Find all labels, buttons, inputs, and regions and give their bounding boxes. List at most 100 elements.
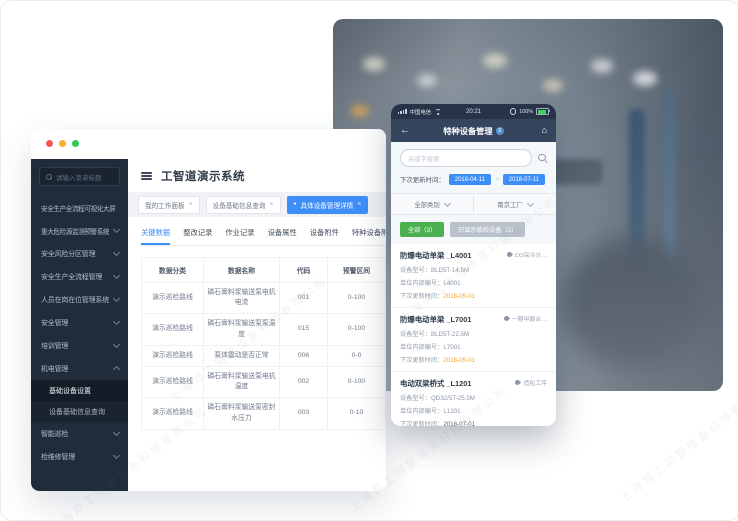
close-window-button[interactable] — [46, 140, 53, 147]
equipment-list: 防爆电动单梁 _L4001 CO深冷分… 设备型号：BLD5T-14.5M 单位… — [391, 244, 556, 426]
equipment-title: 防爆电动单梁 _L7001 — [400, 315, 472, 324]
list-item[interactable]: 防爆电动单梁 _L4001 CO深冷分… 设备型号：BLD5T-14.5M 单位… — [391, 244, 556, 308]
orientation-lock-icon — [509, 108, 517, 115]
model-field: 设备型号：BLD5T-14.5M — [400, 267, 470, 274]
wifi-icon — [434, 108, 442, 115]
chevron-down-icon — [112, 248, 121, 257]
tab-equipment-info-query[interactable]: 设备基础信息查询 × — [205, 195, 281, 214]
count-badge: 3 — [495, 126, 504, 135]
close-icon[interactable]: × — [357, 201, 362, 208]
phone-page-title: 特种设备管理 — [443, 126, 493, 136]
factory-dropdown[interactable]: 南京工厂 — [473, 194, 556, 214]
menu-toggle-icon[interactable] — [141, 172, 152, 180]
close-icon[interactable]: × — [269, 201, 274, 208]
sidebar-search-input[interactable]: 请输入菜单标题 — [39, 167, 120, 186]
tab-key-data[interactable]: 关键数据 — [141, 228, 171, 245]
equipment-location: 一期甲醇合… — [502, 314, 547, 323]
photo-shape — [591, 59, 613, 73]
sidebar-item-risk-zone[interactable]: 安全风险分区管理 — [31, 242, 128, 265]
chevron-down-icon — [112, 225, 121, 234]
table-row[interactable]: 演示巡检路线 磷石膏料浆输送泵泵温度 015 0-100 0-65 — [141, 313, 386, 346]
next-update-field: 下次更新时间：2018-05-01 — [400, 293, 475, 300]
tab-special-equipment-attachments[interactable]: 特种设备附件 — [351, 228, 386, 237]
search-row: 关键字搜索 — [400, 149, 547, 167]
window-tabbar: 我的工作面板 × 设备基础信息查询 × ● 具体设备管理详情 × — [128, 192, 386, 217]
sidebar-search-placeholder: 请输入菜单标题 — [56, 174, 102, 182]
main-header: 工智道演示系统 — [128, 159, 386, 192]
minimize-window-button[interactable] — [59, 140, 66, 147]
content-area: 关键数据 整改记录 作业记录 设备属性 设备附件 特种设备附件 数据分类 数据名… — [128, 217, 386, 430]
clock-label: 20:21 — [465, 108, 482, 115]
list-item[interactable]: 电动双梁桥式 _L1201 造粒工序 设备型号：QD32/5T-25.5M 单位… — [391, 372, 556, 426]
tab-operation-records[interactable]: 作业记录 — [225, 228, 255, 237]
chevron-down-icon — [112, 294, 121, 303]
chevron-down-icon — [112, 271, 121, 280]
model-field: 设备型号：QD32/5T-25.5M — [400, 395, 475, 402]
category-dropdown[interactable]: 全部类别 — [391, 194, 473, 214]
search-placeholder: 关键字搜索 — [408, 155, 440, 163]
key-data-table: 数据分类 数据名称 代码 预警区间 数据控制区间 演示巡检路线 磷石膏料浆输送泵… — [141, 257, 386, 430]
equipment-location: 造粒工序 — [514, 378, 547, 387]
close-icon[interactable]: × — [188, 201, 193, 208]
date-from-button[interactable]: 2018-04-11 — [448, 174, 491, 185]
tab-equipment-detail[interactable]: ● 具体设备管理详情 × — [286, 195, 369, 214]
photo-shape — [417, 74, 437, 87]
sidebar-item-training-mgmt[interactable]: 培训管理 — [31, 334, 128, 357]
tab-equipment-attributes[interactable]: 设备属性 — [267, 228, 297, 237]
home-icon[interactable]: ⌂ — [541, 125, 547, 135]
sidebar-item-hazard-monitoring[interactable]: 重大危险源监测预警系统 — [31, 219, 128, 242]
sidebar-subitem-basic-equipment[interactable]: 基础设备设置 — [31, 380, 128, 401]
phone-mockup: 中国电信 20:21 100% ← 特种设备管理 3 ⌂ 关键字搜索 — [391, 104, 556, 426]
sidebar-item-visual-dashboard[interactable]: 安全生产全流程可视化大屏 — [41, 205, 116, 213]
col-data-category: 数据分类 — [141, 257, 204, 283]
search-icon — [46, 173, 52, 180]
model-field: 设备型号：BLD5T-22.5M — [400, 331, 470, 338]
list-item[interactable]: 防爆电动单梁 _L7001 一期甲醇合… 设备型号：BLD5T-22.5M 单位… — [391, 308, 556, 372]
back-arrow-icon[interactable]: ← — [400, 124, 410, 136]
chevron-up-icon — [112, 365, 121, 374]
chip-inspection-only[interactable]: 只显示临检设备（2） — [450, 222, 526, 237]
sidebar-item-safety-process[interactable]: 安全生产全流程管理 — [31, 265, 128, 288]
table-row[interactable]: 演示巡检路线 磷石膏料浆输送泵电机电流 001 0-100 22-58 — [141, 281, 386, 315]
zoom-window-button[interactable] — [72, 140, 79, 147]
table-row[interactable]: 演示巡检路线 泵体震动是否正常 006 0-0 0-0 — [141, 344, 386, 367]
keyword-search-input[interactable]: 关键字搜索 — [400, 149, 532, 167]
date-to-button[interactable]: 2018-07-11 — [502, 174, 546, 185]
tab-rectification-records[interactable]: 整改记录 — [183, 228, 213, 237]
carrier-label: 中国电信 — [409, 109, 432, 116]
chevron-down-icon — [112, 340, 121, 349]
phone-filters: 关键字搜索 下次更新时间： 2018-04-11 ~ 2018-07-11 全部… — [391, 142, 556, 244]
battery-icon — [536, 108, 550, 115]
window-controls — [46, 140, 79, 147]
chevron-down-icon — [112, 428, 121, 437]
search-icon[interactable] — [538, 153, 547, 163]
internal-code-field: 单位内部编号：L1201 — [400, 408, 461, 415]
sidebar-item-mechatronics[interactable]: 机电管理 — [31, 357, 128, 380]
sidebar-item-personnel[interactable]: 人员在岗在位管理系统 — [31, 288, 128, 311]
tab-equipment-attachments[interactable]: 设备附件 — [309, 228, 339, 237]
sidebar-item-smart-inspection[interactable]: 智能巡检 — [31, 422, 128, 445]
photo-shape — [563, 239, 703, 369]
sidebar-item-maintenance-mgmt[interactable]: 检维修管理 — [31, 445, 128, 468]
photo-shape — [633, 71, 657, 86]
sidebar-subitem-equipment-info-query[interactable]: 设备基础信息查询 — [49, 408, 105, 416]
table-header-row: 数据分类 数据名称 代码 预警区间 数据控制区间 — [141, 257, 386, 283]
table-row[interactable]: 演示巡检路线 磷石膏料浆输送泵密封水压力 003 0-10 1.5-3.5 — [141, 397, 386, 430]
sidebar-submenu: 基础设备设置 设备基础信息查询 — [31, 380, 128, 422]
photo-shape — [351, 105, 369, 117]
dropdown-row: 全部类别 南京工厂 — [391, 193, 556, 215]
sidebar-item-safety-mgmt[interactable]: 安全管理 — [31, 311, 128, 334]
date-separator: ~ — [494, 176, 499, 183]
tab-my-workpanel[interactable]: 我的工作面板 × — [138, 195, 200, 214]
date-filter-label: 下次更新时间： — [400, 177, 445, 184]
sidebar: 请输入菜单标题 安全生产全流程可视化大屏 重大危险源监测预警系统 安全风险分区管… — [31, 159, 128, 491]
desktop-window: 请输入菜单标题 安全生产全流程可视化大屏 重大危险源监测预警系统 安全风险分区管… — [31, 129, 386, 491]
chip-all[interactable]: 全部（3） — [400, 222, 445, 237]
next-update-field: 下次更新时间：2018-05-01 — [400, 357, 475, 364]
photo-shape — [483, 53, 507, 68]
watermark-text: 上海异工同智信息科技有限公司 — [618, 374, 738, 505]
status-icons: 100% — [509, 108, 550, 115]
table-row[interactable]: 演示巡检路线 磷石膏料浆输送泵电机温度 002 0-100 0-85 — [141, 365, 386, 399]
internal-code-field: 单位内部编号：L7001 — [400, 344, 461, 351]
next-update-field: 下次更新时间：2018-07-01 — [400, 421, 475, 426]
